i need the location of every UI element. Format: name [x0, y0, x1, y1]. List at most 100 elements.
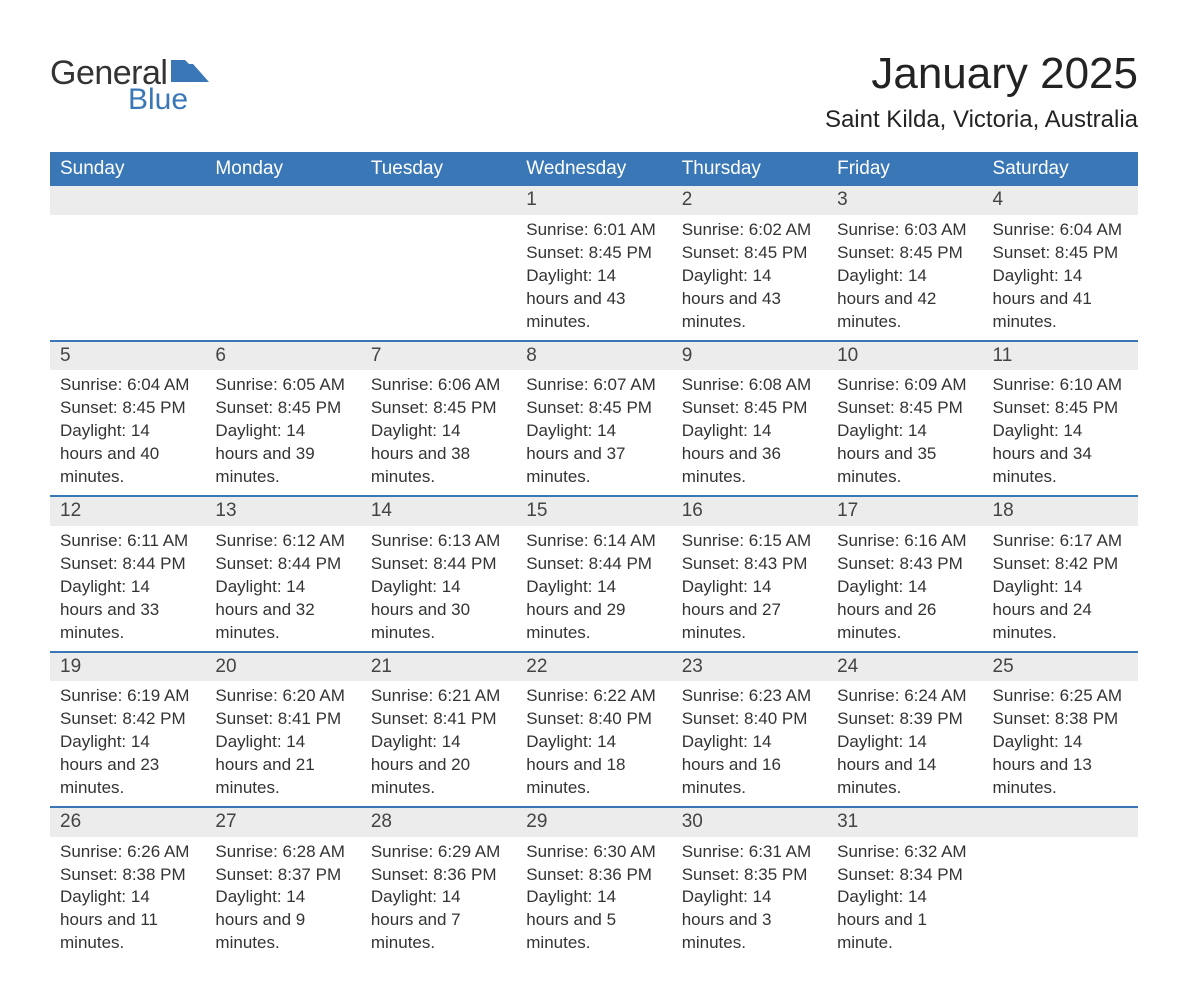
- calendar-week-row: 1Sunrise: 6:01 AMSunset: 8:45 PMDaylight…: [50, 186, 1138, 339]
- calendar-day-cell: 10Sunrise: 6:09 AMSunset: 8:45 PMDayligh…: [827, 342, 982, 495]
- location-subtitle: Saint Kilda, Victoria, Australia: [825, 106, 1138, 134]
- sunrise-text: Sunrise: 6:07 AM: [526, 374, 661, 397]
- day-number: 5: [50, 342, 205, 371]
- calendar-day-cell: 16Sunrise: 6:15 AMSunset: 8:43 PMDayligh…: [672, 497, 827, 650]
- daylight-text: Daylight: 14 hours and 41 minutes.: [993, 265, 1128, 334]
- weekday-header: Sunday: [50, 152, 205, 186]
- calendar-week-row: 5Sunrise: 6:04 AMSunset: 8:45 PMDaylight…: [50, 342, 1138, 495]
- day-number: 2: [672, 186, 827, 215]
- daylight-text: Daylight: 14 hours and 16 minutes.: [682, 731, 817, 800]
- sunrise-text: Sunrise: 6:19 AM: [60, 685, 195, 708]
- weekday-header: Monday: [205, 152, 360, 186]
- day-details: Sunrise: 6:04 AMSunset: 8:45 PMDaylight:…: [50, 370, 205, 495]
- day-number: 26: [50, 808, 205, 837]
- sunrise-text: Sunrise: 6:09 AM: [837, 374, 972, 397]
- calendar-day-cell: 4Sunrise: 6:04 AMSunset: 8:45 PMDaylight…: [983, 186, 1138, 339]
- sunrise-text: Sunrise: 6:21 AM: [371, 685, 506, 708]
- day-number: 4: [983, 186, 1138, 215]
- day-details: Sunrise: 6:13 AMSunset: 8:44 PMDaylight:…: [361, 526, 516, 651]
- sunset-text: Sunset: 8:37 PM: [215, 864, 350, 887]
- calendar-day-cell: 28Sunrise: 6:29 AMSunset: 8:36 PMDayligh…: [361, 808, 516, 961]
- daylight-text: Daylight: 14 hours and 37 minutes.: [526, 420, 661, 489]
- sunrise-text: Sunrise: 6:20 AM: [215, 685, 350, 708]
- day-details: Sunrise: 6:21 AMSunset: 8:41 PMDaylight:…: [361, 681, 516, 806]
- sunrise-text: Sunrise: 6:06 AM: [371, 374, 506, 397]
- calendar-day-cell: [983, 808, 1138, 961]
- sunset-text: Sunset: 8:45 PM: [682, 397, 817, 420]
- sunrise-text: Sunrise: 6:25 AM: [993, 685, 1128, 708]
- day-number: 9: [672, 342, 827, 371]
- day-details: Sunrise: 6:01 AMSunset: 8:45 PMDaylight:…: [516, 215, 671, 340]
- day-number: 22: [516, 653, 671, 682]
- sunset-text: Sunset: 8:45 PM: [60, 397, 195, 420]
- sunset-text: Sunset: 8:44 PM: [526, 553, 661, 576]
- daylight-text: Daylight: 14 hours and 14 minutes.: [837, 731, 972, 800]
- sunset-text: Sunset: 8:44 PM: [215, 553, 350, 576]
- sunset-text: Sunset: 8:36 PM: [526, 864, 661, 887]
- sunset-text: Sunset: 8:45 PM: [837, 397, 972, 420]
- sunrise-text: Sunrise: 6:01 AM: [526, 219, 661, 242]
- day-details: Sunrise: 6:14 AMSunset: 8:44 PMDaylight:…: [516, 526, 671, 651]
- day-details: Sunrise: 6:03 AMSunset: 8:45 PMDaylight:…: [827, 215, 982, 340]
- day-number: 27: [205, 808, 360, 837]
- day-number: 28: [361, 808, 516, 837]
- sunset-text: Sunset: 8:43 PM: [682, 553, 817, 576]
- sunrise-text: Sunrise: 6:26 AM: [60, 841, 195, 864]
- day-details: Sunrise: 6:12 AMSunset: 8:44 PMDaylight:…: [205, 526, 360, 651]
- calendar-day-cell: 26Sunrise: 6:26 AMSunset: 8:38 PMDayligh…: [50, 808, 205, 961]
- day-details: Sunrise: 6:15 AMSunset: 8:43 PMDaylight:…: [672, 526, 827, 651]
- day-number: 18: [983, 497, 1138, 526]
- day-number: 16: [672, 497, 827, 526]
- day-number: 29: [516, 808, 671, 837]
- sunrise-text: Sunrise: 6:31 AM: [682, 841, 817, 864]
- day-number: 21: [361, 653, 516, 682]
- sunset-text: Sunset: 8:38 PM: [993, 708, 1128, 731]
- daylight-text: Daylight: 14 hours and 42 minutes.: [837, 265, 972, 334]
- sunrise-text: Sunrise: 6:04 AM: [993, 219, 1128, 242]
- sunrise-text: Sunrise: 6:32 AM: [837, 841, 972, 864]
- daylight-text: Daylight: 14 hours and 36 minutes.: [682, 420, 817, 489]
- sunrise-text: Sunrise: 6:04 AM: [60, 374, 195, 397]
- day-details: Sunrise: 6:16 AMSunset: 8:43 PMDaylight:…: [827, 526, 982, 651]
- day-number: 23: [672, 653, 827, 682]
- calendar-day-cell: 22Sunrise: 6:22 AMSunset: 8:40 PMDayligh…: [516, 653, 671, 806]
- day-details: Sunrise: 6:02 AMSunset: 8:45 PMDaylight:…: [672, 215, 827, 340]
- day-details: Sunrise: 6:32 AMSunset: 8:34 PMDaylight:…: [827, 837, 982, 962]
- month-title: January 2025: [825, 50, 1138, 98]
- day-number: 15: [516, 497, 671, 526]
- calendar-day-cell: 23Sunrise: 6:23 AMSunset: 8:40 PMDayligh…: [672, 653, 827, 806]
- sunrise-text: Sunrise: 6:30 AM: [526, 841, 661, 864]
- daylight-text: Daylight: 14 hours and 23 minutes.: [60, 731, 195, 800]
- day-details: Sunrise: 6:22 AMSunset: 8:40 PMDaylight:…: [516, 681, 671, 806]
- sunset-text: Sunset: 8:34 PM: [837, 864, 972, 887]
- day-details: Sunrise: 6:05 AMSunset: 8:45 PMDaylight:…: [205, 370, 360, 495]
- daylight-text: Daylight: 14 hours and 18 minutes.: [526, 731, 661, 800]
- sunset-text: Sunset: 8:42 PM: [60, 708, 195, 731]
- calendar-day-cell: 19 Sunrise: 6:19 AMSunset: 8:42 PMDayligh…: [50, 653, 205, 806]
- day-number: 6: [205, 342, 360, 371]
- sunrise-text: Sunrise: 6:16 AM: [837, 530, 972, 553]
- calendar-day-cell: 3Sunrise: 6:03 AMSunset: 8:45 PMDaylight…: [827, 186, 982, 339]
- sunset-text: Sunset: 8:40 PM: [682, 708, 817, 731]
- day-number: 17: [827, 497, 982, 526]
- calendar-day-cell: 5Sunrise: 6:04 AMSunset: 8:45 PMDaylight…: [50, 342, 205, 495]
- day-details: Sunrise: 6:25 AMSunset: 8:38 PMDaylight:…: [983, 681, 1138, 806]
- sunrise-text: Sunrise: 6:17 AM: [993, 530, 1128, 553]
- calendar-day-cell: 14Sunrise: 6:13 AMSunset: 8:44 PMDayligh…: [361, 497, 516, 650]
- calendar-week-row: 12Sunrise: 6:11 AMSunset: 8:44 PMDayligh…: [50, 497, 1138, 650]
- calendar-day-cell: 24Sunrise: 6:24 AMSunset: 8:39 PMDayligh…: [827, 653, 982, 806]
- day-details: Sunrise: 6:17 AMSunset: 8:42 PMDaylight:…: [983, 526, 1138, 651]
- day-details: Sunrise: 6:10 AMSunset: 8:45 PMDaylight:…: [983, 370, 1138, 495]
- calendar-day-cell: 20Sunrise: 6:20 AMSunset: 8:41 PMDayligh…: [205, 653, 360, 806]
- day-details: Sunrise: 6:07 AMSunset: 8:45 PMDaylight:…: [516, 370, 671, 495]
- day-number: 31: [827, 808, 982, 837]
- daylight-text: Daylight: 14 hours and 43 minutes.: [526, 265, 661, 334]
- day-number: [361, 186, 516, 215]
- sunset-text: Sunset: 8:40 PM: [526, 708, 661, 731]
- calendar-day-cell: 30Sunrise: 6:31 AMSunset: 8:35 PMDayligh…: [672, 808, 827, 961]
- day-details: Sunrise: 6:23 AMSunset: 8:40 PMDaylight:…: [672, 681, 827, 806]
- calendar-day-cell: 18Sunrise: 6:17 AMSunset: 8:42 PMDayligh…: [983, 497, 1138, 650]
- day-number: 19: [50, 653, 205, 682]
- day-number: 3: [827, 186, 982, 215]
- daylight-text: Daylight: 14 hours and 32 minutes.: [215, 576, 350, 645]
